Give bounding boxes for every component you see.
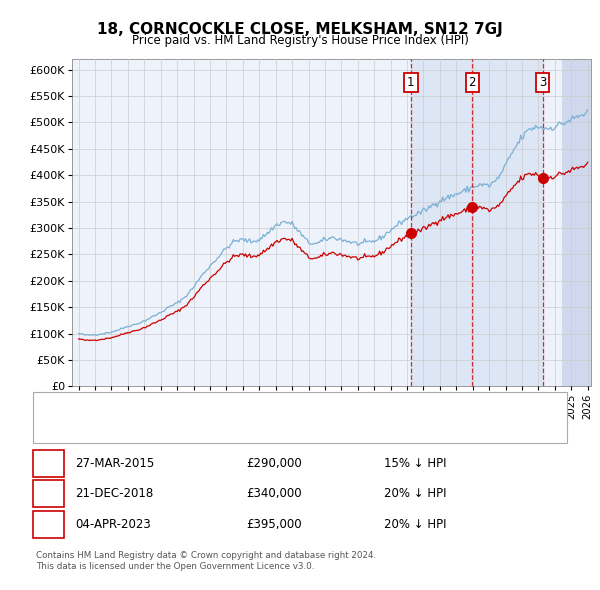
Text: 20% ↓ HPI: 20% ↓ HPI: [384, 487, 446, 500]
Text: 18, CORNCOCKLE CLOSE, MELKSHAM, SN12 7GJ: 18, CORNCOCKLE CLOSE, MELKSHAM, SN12 7GJ: [97, 22, 503, 37]
Text: 1: 1: [45, 457, 52, 470]
Text: 2: 2: [469, 76, 476, 89]
Text: 18, CORNCOCKLE CLOSE, MELKSHAM, SN12 7GJ (detached house): 18, CORNCOCKLE CLOSE, MELKSHAM, SN12 7GJ…: [73, 403, 418, 412]
Text: £340,000: £340,000: [246, 487, 302, 500]
Text: 04-APR-2023: 04-APR-2023: [75, 518, 151, 531]
Text: £290,000: £290,000: [246, 457, 302, 470]
Bar: [562, 59, 596, 386]
Text: 3: 3: [539, 76, 547, 89]
Text: Contains HM Land Registry data © Crown copyright and database right 2024.: Contains HM Land Registry data © Crown c…: [36, 552, 376, 560]
Text: ——: ——: [45, 401, 73, 415]
Text: £395,000: £395,000: [246, 518, 302, 531]
Text: 21-DEC-2018: 21-DEC-2018: [75, 487, 153, 500]
Text: 20% ↓ HPI: 20% ↓ HPI: [384, 518, 446, 531]
Text: ——: ——: [45, 421, 73, 435]
Text: This data is licensed under the Open Government Licence v3.0.: This data is licensed under the Open Gov…: [36, 562, 314, 571]
Text: 15% ↓ HPI: 15% ↓ HPI: [384, 457, 446, 470]
Bar: [411, 59, 543, 386]
Text: 2: 2: [45, 487, 52, 500]
Text: 1: 1: [407, 76, 415, 89]
Text: HPI: Average price, detached house, Wiltshire: HPI: Average price, detached house, Wilt…: [73, 424, 312, 434]
Text: Price paid vs. HM Land Registry's House Price Index (HPI): Price paid vs. HM Land Registry's House …: [131, 34, 469, 47]
Text: 3: 3: [45, 518, 52, 531]
Text: 27-MAR-2015: 27-MAR-2015: [75, 457, 154, 470]
